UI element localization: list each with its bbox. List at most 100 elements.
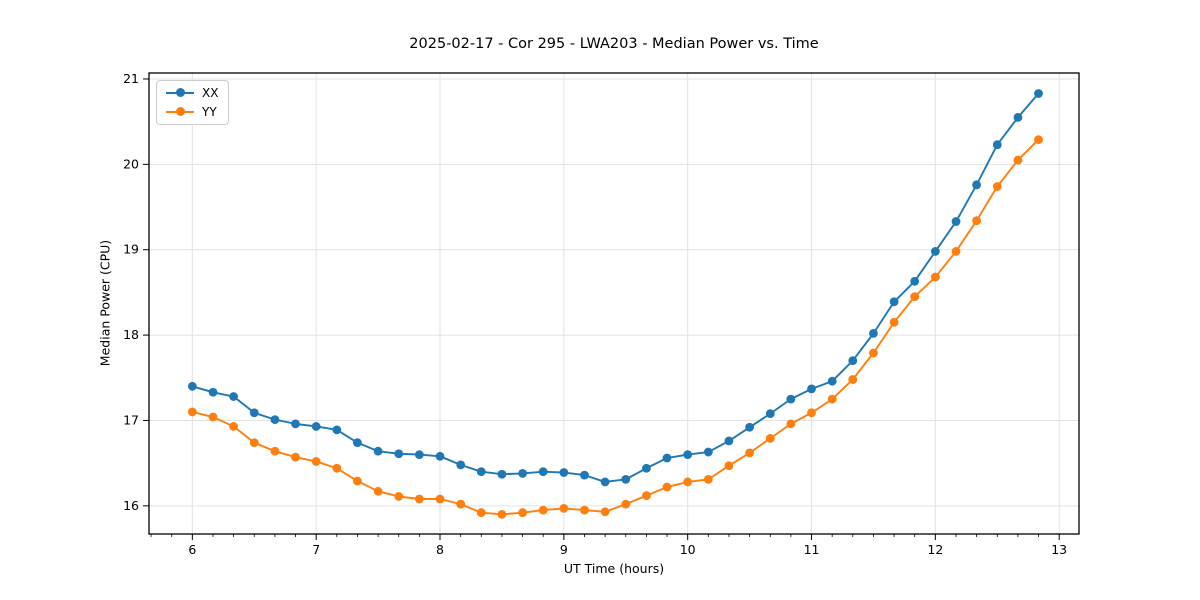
x-tick-label: 8 [436,542,444,557]
data-point-xx [394,449,404,459]
data-point-yy [559,503,569,513]
legend-label-xx: XX [202,86,219,100]
x-axis-label: UT Time (hours) [563,561,665,576]
data-point-yy [270,446,280,456]
data-point-yy [497,509,507,519]
data-point-xx [745,422,754,432]
data-point-xx [270,415,280,425]
y-tick-label: 20 [123,156,139,171]
data-point-xx [538,467,548,477]
data-point-xx [291,419,300,429]
data-point-xx [683,450,693,460]
data-point-xx [951,217,961,226]
data-point-xx [353,438,362,448]
data-point-yy [373,486,383,496]
data-point-xx [807,384,816,394]
data-point-xx [497,469,507,479]
legend: XX YY [156,80,230,125]
x-tick-label: 12 [927,542,943,557]
data-point-xx [621,474,631,484]
data-point-xx [559,468,569,477]
data-point-yy [951,247,961,256]
data-point-xx [662,453,672,463]
data-point-yy [972,216,981,226]
data-point-xx [580,470,589,480]
data-point-xx [600,477,610,487]
data-point-yy [642,491,651,500]
legend-item-yy: YY [166,105,218,119]
data-point-yy [476,508,486,518]
y-axis-label-text: Median Power (CPU) [97,239,113,367]
data-point-yy [332,463,342,473]
data-point-yy [456,499,466,509]
data-point-yy [1034,135,1043,144]
data-point-xx [992,140,1002,150]
data-point-yy [869,348,878,358]
data-point-yy [580,505,589,515]
data-point-xx [930,247,940,256]
data-point-xx [435,451,445,461]
y-tick-label: 17 [123,412,139,427]
data-point-yy [291,452,300,462]
data-point-yy [786,419,796,429]
data-point-xx [414,450,424,460]
x-tick-label: 9 [560,542,568,557]
x-tick-label: 6 [188,542,196,557]
legend-marker-icon [176,88,185,97]
data-point-xx [332,425,342,435]
data-point-yy [683,477,693,487]
data-point-yy [353,476,362,486]
y-tick-label: 19 [123,242,139,257]
data-point-yy [518,508,528,518]
data-point-xx [827,376,837,386]
data-point-yy [1013,155,1023,165]
data-point-yy [208,412,218,422]
data-point-yy [827,394,837,404]
data-point-yy [311,457,321,466]
data-point-yy [765,433,775,443]
x-tick-label: 7 [312,542,320,557]
plot-border [148,72,1080,535]
series-line-yy [191,138,1040,516]
data-point-xx [642,463,651,473]
data-point-xx [910,276,920,286]
data-point-yy [249,438,259,448]
x-tick-label: 11 [804,542,820,557]
data-point-xx [1013,112,1023,122]
y-tick-label: 16 [123,498,139,513]
data-point-yy [600,507,610,517]
data-point-yy [910,292,920,302]
data-point-yy [229,422,238,431]
y-tick-label: 21 [123,71,139,86]
data-point-xx [373,446,383,456]
data-point-xx [848,356,858,366]
data-point-xx [889,297,899,307]
data-point-yy [807,408,816,418]
data-point-yy [187,407,197,417]
x-tick-label: 10 [680,542,696,557]
legend-sample-xx [166,88,194,98]
data-point-xx [724,436,734,446]
data-point-yy [662,482,672,492]
data-point-yy [745,448,754,458]
data-point-xx [187,381,197,391]
data-point-xx [456,460,466,470]
legend-sample-yy [166,107,194,117]
data-point-yy [703,474,713,484]
data-point-xx [476,467,486,477]
data-point-yy [414,494,424,504]
data-point-yy [889,317,899,327]
data-point-yy [992,182,1002,191]
data-point-xx [786,394,796,404]
data-point-xx [229,392,238,401]
data-point-xx [1034,89,1043,98]
chart-title: 2025-02-17 - Cor 295 - LWA203 - Median P… [409,36,819,52]
y-tick-label: 18 [123,327,139,342]
x-tick-label: 13 [1051,542,1067,557]
data-point-xx [311,422,321,431]
legend-item-xx: XX [166,86,218,100]
data-point-xx [703,447,713,457]
data-point-xx [518,468,528,478]
